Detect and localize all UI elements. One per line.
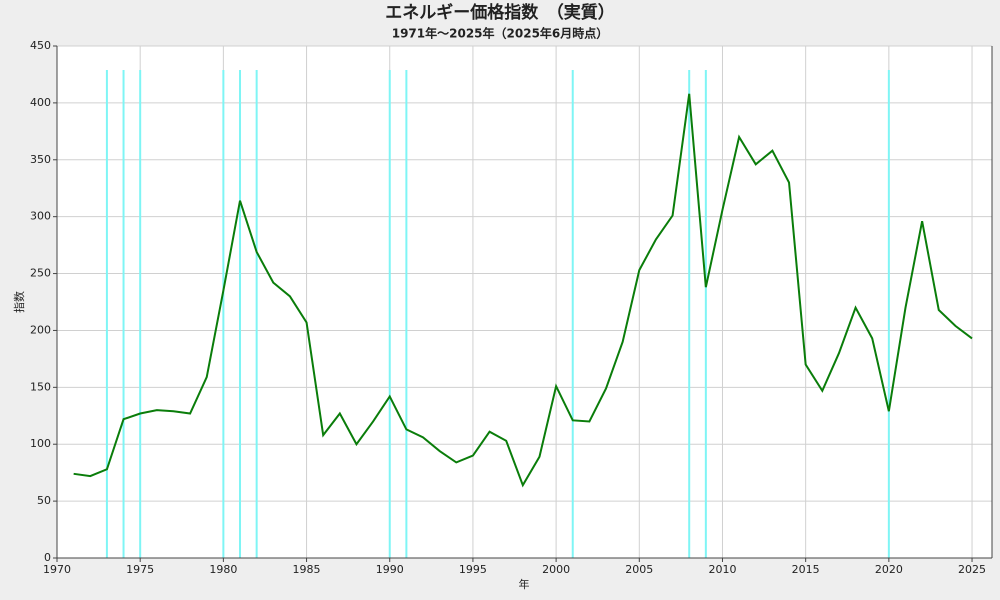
y-axis-label: 指数 bbox=[12, 291, 26, 313]
x-tick-label: 2010 bbox=[708, 563, 736, 576]
x-tick-label: 2025 bbox=[958, 563, 986, 576]
y-tick-label: 50 bbox=[37, 494, 51, 507]
x-tick-label: 2000 bbox=[542, 563, 570, 576]
x-tick-label: 1970 bbox=[43, 563, 71, 576]
y-tick-label: 200 bbox=[30, 323, 51, 336]
data-line bbox=[73, 93, 973, 488]
x-tick-label: 2015 bbox=[792, 563, 820, 576]
y-tick-label: 0 bbox=[44, 551, 51, 564]
x-tick-label: 1990 bbox=[376, 563, 404, 576]
y-tick-label: 450 bbox=[30, 39, 51, 52]
x-tick-label: 1985 bbox=[293, 563, 321, 576]
y-tick-label: 100 bbox=[30, 437, 51, 450]
chart-subtitle: 1971年～2025年（2025年6月時点） bbox=[392, 26, 609, 41]
chart-title: エネルギー価格指数 （実質） bbox=[385, 2, 615, 23]
x-tick-label: 2005 bbox=[625, 563, 653, 576]
y-tick-label: 150 bbox=[30, 380, 51, 393]
x-axis-label: 年 bbox=[519, 577, 530, 591]
y-tick-label: 400 bbox=[30, 96, 51, 109]
x-tick-label: 1980 bbox=[209, 563, 237, 576]
y-tick-label: 350 bbox=[30, 153, 51, 166]
y-tick-label: 300 bbox=[30, 210, 51, 223]
x-tick-label: 1975 bbox=[126, 563, 154, 576]
plot-area bbox=[57, 46, 992, 558]
x-tick-label: 2020 bbox=[875, 563, 903, 576]
x-tick-label: 1995 bbox=[459, 563, 487, 576]
y-tick-label: 250 bbox=[30, 267, 51, 280]
